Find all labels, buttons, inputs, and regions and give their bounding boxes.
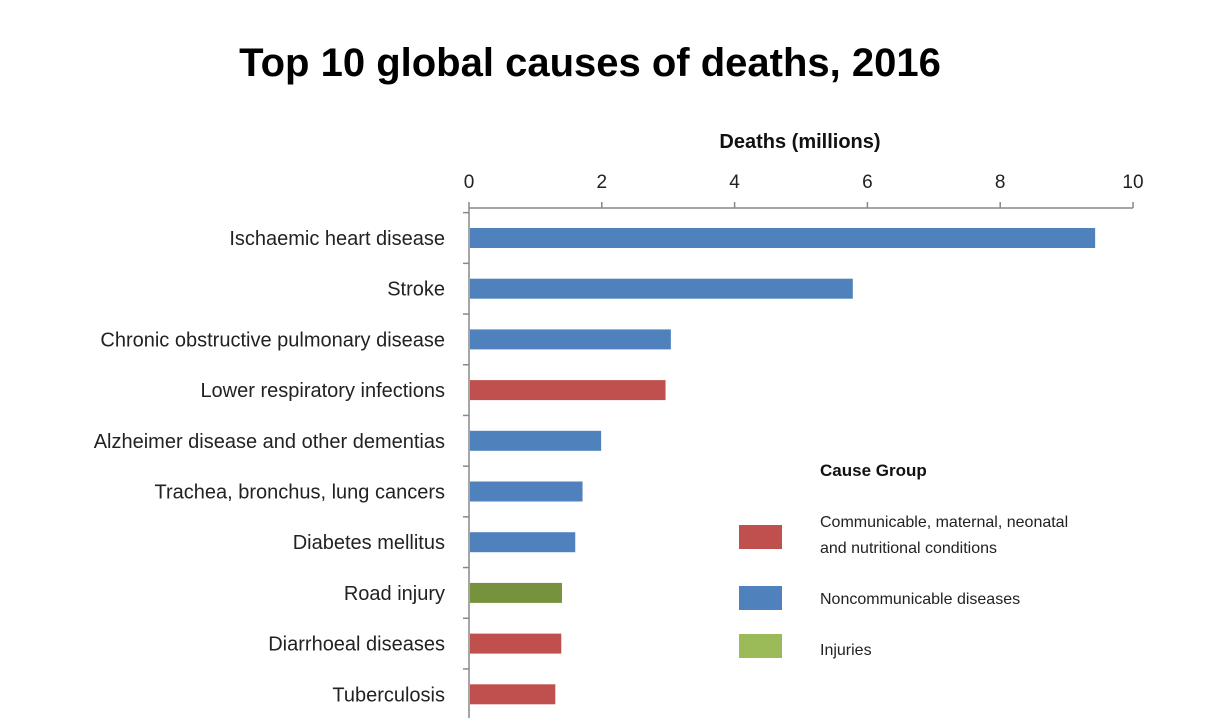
- bars: [470, 228, 1096, 705]
- category-labels: Ischaemic heart disease Stroke Chronic obs…: [94, 228, 445, 706]
- bar: [470, 684, 556, 705]
- x-axis-ticks: 0 2 4 6 8 10: [463, 172, 1144, 718]
- bar: [470, 278, 853, 299]
- bar: [470, 430, 602, 451]
- category-label: Diabetes mellitus: [293, 532, 445, 554]
- x-tick-label: 4: [729, 172, 740, 193]
- legend: Cause Group Communicable, maternal, neon…: [739, 461, 1068, 659]
- category-label: Road injury: [344, 583, 445, 605]
- legend-label: Noncommunicable diseases: [820, 591, 1020, 608]
- bar: [470, 481, 583, 502]
- legend-swatch: [739, 634, 782, 658]
- bar: [470, 228, 1096, 248]
- bar: [470, 329, 671, 350]
- category-label: Trachea, bronchus, lung cancers: [154, 482, 445, 504]
- x-tick-label: 10: [1122, 172, 1143, 193]
- x-tick-label: 8: [995, 172, 1006, 193]
- bar: [470, 633, 562, 654]
- bar: [470, 380, 666, 401]
- bar: [470, 582, 562, 603]
- x-tick-label: 2: [597, 172, 608, 193]
- category-label: Ischaemic heart disease: [229, 228, 445, 250]
- legend-label: Communicable, maternal, neonatal: [820, 514, 1068, 531]
- x-tick-label: 0: [464, 172, 475, 193]
- chart-title: Top 10 global causes of deaths, 2016: [239, 41, 941, 85]
- category-label: Tuberculosis: [332, 684, 445, 706]
- legend-label: and nutritional conditions: [820, 540, 997, 557]
- legend-swatch: [739, 586, 782, 610]
- category-label: Diarrhoeal diseases: [268, 634, 445, 656]
- legend-swatch: [739, 525, 782, 549]
- category-label: Alzheimer disease and other dementias: [94, 431, 445, 453]
- bar: [470, 532, 576, 553]
- x-axis-title: Deaths (millions): [719, 131, 880, 153]
- legend-label: Injuries: [820, 642, 872, 659]
- category-label: Lower respiratory infections: [200, 380, 445, 402]
- legend-title: Cause Group: [820, 461, 927, 480]
- category-label: Stroke: [387, 279, 445, 301]
- category-label: Chronic obstructive pulmonary disease: [100, 329, 445, 351]
- x-tick-label: 6: [862, 172, 873, 193]
